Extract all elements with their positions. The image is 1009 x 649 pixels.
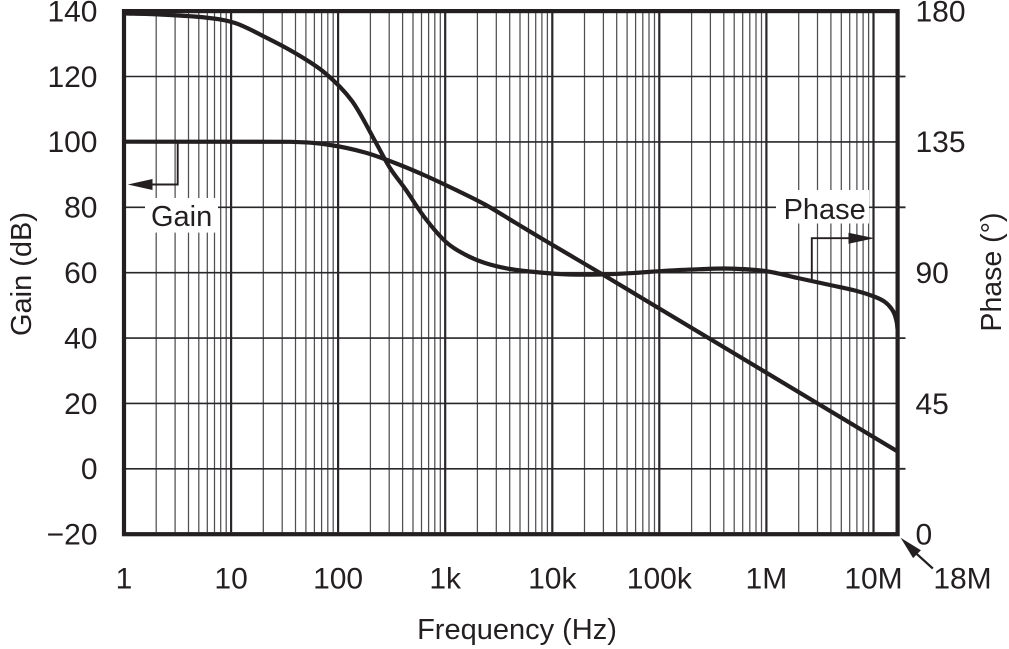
svg-text:100: 100 [313,563,363,596]
svg-text:Gain (dB): Gain (dB) [6,212,38,336]
svg-text:1k: 1k [429,563,462,596]
svg-text:Phase (°): Phase (°) [976,212,1008,331]
svg-text:18M: 18M [933,563,991,596]
svg-text:120: 120 [47,61,97,94]
svg-text:Phase: Phase [784,194,866,226]
svg-text:100k: 100k [627,563,693,596]
svg-text:140: 140 [47,0,97,28]
svg-text:0: 0 [81,453,98,486]
svg-text:1M: 1M [746,563,788,596]
svg-text:40: 40 [64,322,97,355]
svg-text:10M: 10M [844,563,902,596]
svg-text:−20: −20 [47,519,98,552]
svg-text:100: 100 [47,126,97,159]
svg-text:Gain: Gain [151,201,212,233]
svg-text:10k: 10k [528,563,577,596]
svg-text:90: 90 [916,257,949,290]
svg-text:135: 135 [916,126,966,159]
svg-text:80: 80 [64,192,97,225]
svg-text:Frequency (Hz): Frequency (Hz) [417,614,617,646]
svg-text:0: 0 [916,519,933,552]
svg-text:20: 20 [64,388,97,421]
svg-text:10: 10 [214,563,247,596]
svg-text:60: 60 [64,257,97,290]
svg-text:45: 45 [916,388,949,421]
svg-text:180: 180 [916,0,966,28]
svg-text:1: 1 [116,563,133,596]
